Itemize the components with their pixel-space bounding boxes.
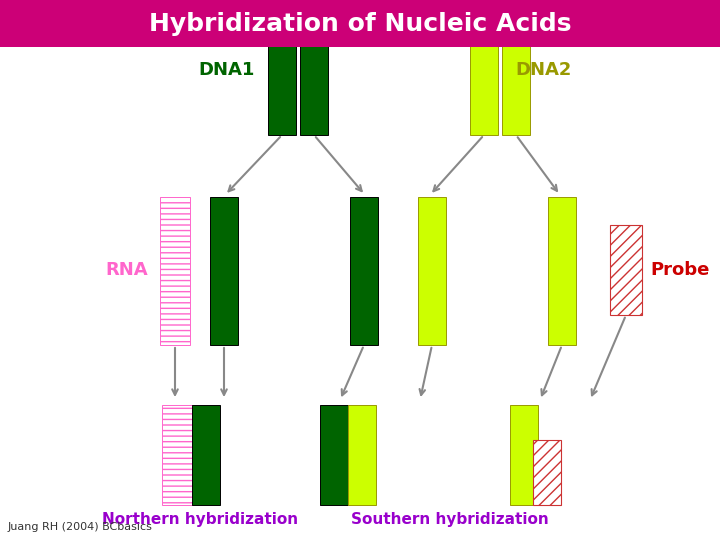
Text: Northern hybridization: Northern hybridization: [102, 512, 298, 527]
Bar: [533, 440, 561, 505]
Bar: [162, 405, 192, 505]
Text: DNA1: DNA1: [199, 61, 255, 79]
Bar: [320, 405, 348, 505]
Bar: [510, 405, 538, 505]
Text: DNA2: DNA2: [515, 61, 572, 79]
Text: Southern hybridization: Southern hybridization: [351, 512, 549, 527]
Bar: [268, 5, 296, 135]
Text: Probe: Probe: [650, 261, 709, 279]
Bar: [300, 5, 328, 135]
Bar: [502, 5, 530, 135]
Bar: [470, 5, 498, 135]
Text: RNA: RNA: [105, 261, 148, 279]
Bar: [610, 225, 642, 315]
Bar: [350, 197, 378, 345]
Bar: [548, 197, 576, 345]
Text: Juang RH (2004) BCbasics: Juang RH (2004) BCbasics: [8, 522, 153, 532]
Bar: [418, 197, 446, 345]
Bar: [0, 0, 720, 47]
Bar: [160, 197, 190, 345]
Bar: [348, 405, 376, 505]
Bar: [192, 405, 220, 505]
Bar: [210, 197, 238, 345]
Text: Hybridization of Nucleic Acids: Hybridization of Nucleic Acids: [149, 11, 571, 36]
